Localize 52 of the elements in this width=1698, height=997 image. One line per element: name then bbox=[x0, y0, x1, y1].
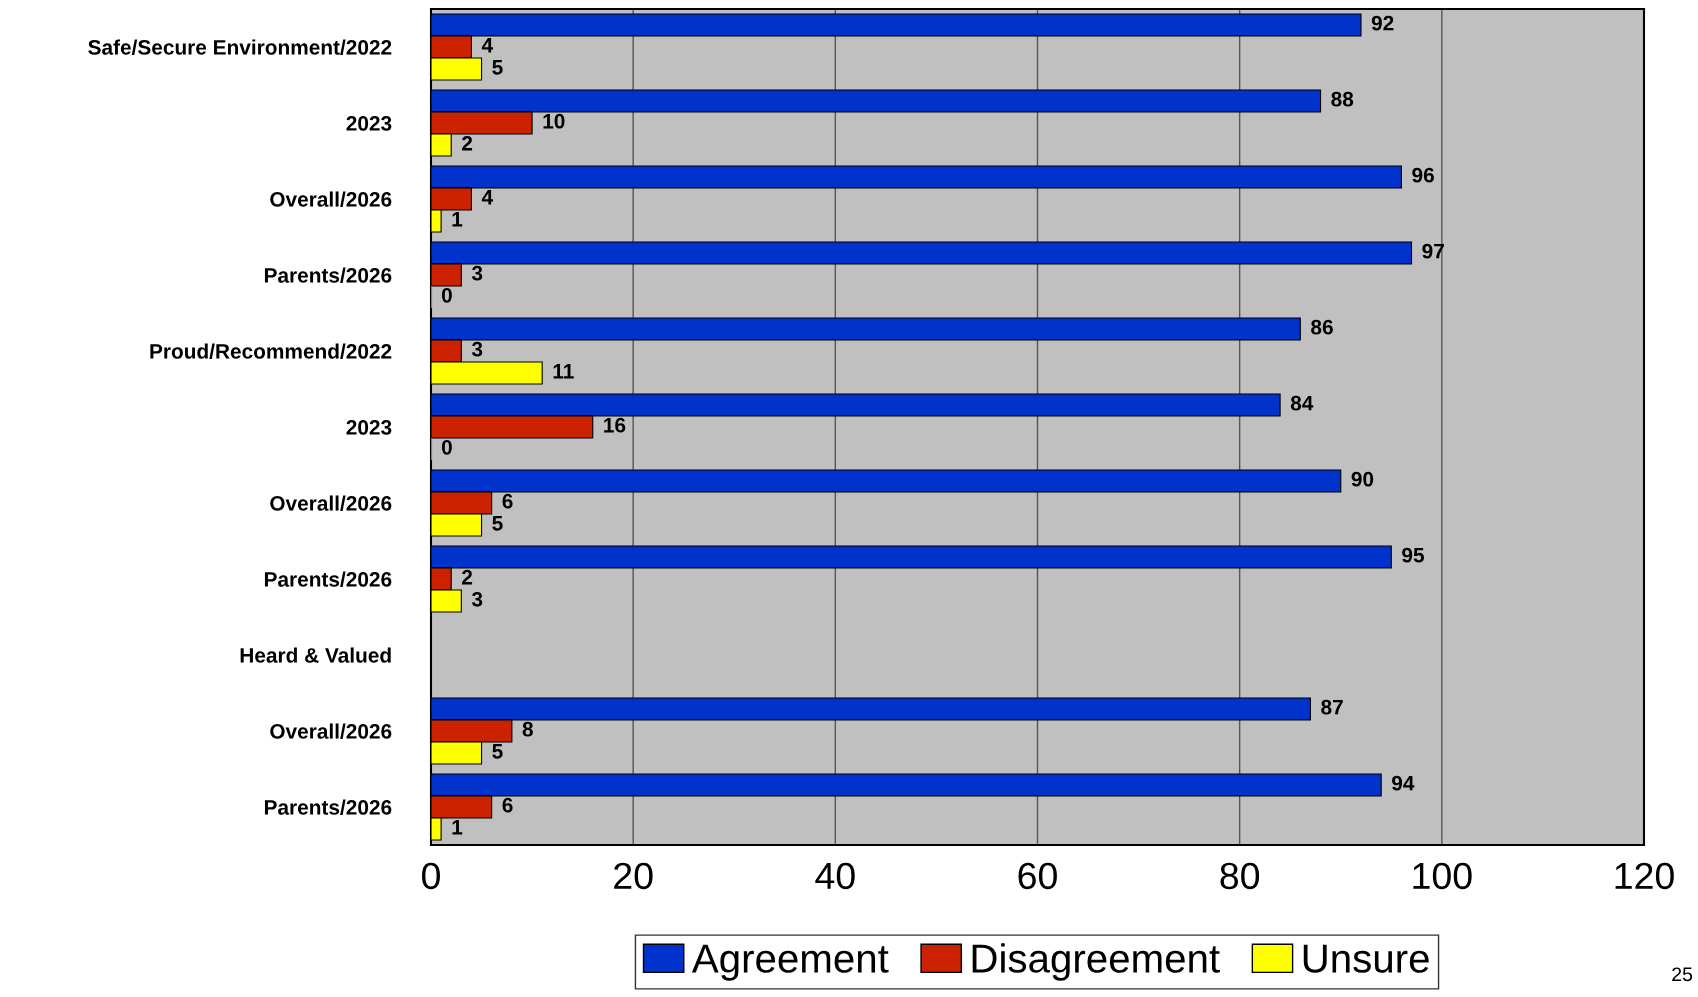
legend-label: Disagreement bbox=[972, 943, 1220, 981]
data-label: 3 bbox=[471, 265, 483, 281]
data-label: 6 bbox=[502, 493, 513, 509]
y-tick-label: Proud/Recommend/2022 bbox=[150, 343, 392, 359]
data-label: 94 bbox=[1392, 775, 1415, 791]
data-label: 0 bbox=[441, 287, 452, 303]
data-label: 5 bbox=[492, 60, 503, 75]
y-tick-label: Overall/2026 bbox=[270, 495, 392, 511]
y-tick-label: Parents/2026 bbox=[264, 267, 392, 283]
data-label: 96 bbox=[1412, 167, 1434, 183]
data-label: 6 bbox=[502, 797, 513, 813]
data-label: 0 bbox=[441, 439, 452, 455]
data-label: 92 bbox=[1371, 15, 1394, 31]
y-tick-label: Overall/2026 bbox=[270, 723, 392, 739]
y-tick-label: 2023 bbox=[346, 420, 392, 435]
data-label: 3 bbox=[471, 591, 483, 607]
y-tick-label: 2023 bbox=[346, 116, 392, 131]
x-tick-label: 120 bbox=[1615, 862, 1674, 890]
data-label: 84 bbox=[1290, 395, 1314, 411]
y-tick-label: Safe/Secure Environment/2022 bbox=[88, 39, 392, 55]
data-label: 5 bbox=[492, 744, 503, 759]
x-tick-label: 100 bbox=[1413, 862, 1472, 890]
data-label: 97 bbox=[1422, 243, 1444, 259]
data-label: 95 bbox=[1402, 547, 1424, 563]
text: 25 bbox=[1672, 967, 1693, 982]
x-tick-label: 80 bbox=[1220, 862, 1260, 890]
y-tick-label: Overall/2026 bbox=[270, 191, 392, 207]
data-label: 1 bbox=[452, 820, 463, 835]
data-label: 3 bbox=[471, 341, 483, 357]
data-label: 2 bbox=[462, 135, 473, 151]
data-label: 4 bbox=[481, 38, 494, 53]
data-label: 16 bbox=[604, 417, 626, 433]
data-label: 1 bbox=[452, 212, 463, 227]
y-tick-label: Parents/2026 bbox=[264, 799, 392, 815]
data-label: 88 bbox=[1331, 91, 1354, 107]
y-tick-label: Heard & Valued bbox=[240, 647, 391, 663]
data-label: 90 bbox=[1351, 471, 1374, 487]
data-label: 2 bbox=[462, 569, 473, 585]
data-label: 87 bbox=[1321, 699, 1343, 715]
data-label: 4 bbox=[481, 190, 494, 205]
legend-label: Unsure bbox=[1303, 944, 1429, 973]
x-tick-label: 0 bbox=[422, 862, 440, 890]
x-tick-label: 60 bbox=[1018, 862, 1057, 890]
data-label: 5 bbox=[492, 516, 503, 531]
x-tick-label: 40 bbox=[815, 862, 855, 890]
data-label: 11 bbox=[553, 364, 574, 379]
data-label: 86 bbox=[1311, 319, 1333, 335]
data-label: 8 bbox=[522, 721, 533, 737]
y-tick-label: Parents/2026 bbox=[264, 571, 392, 587]
data-label: 10 bbox=[543, 113, 565, 129]
x-tick-label: 20 bbox=[614, 862, 653, 890]
legend-label: Agreement bbox=[691, 944, 889, 981]
